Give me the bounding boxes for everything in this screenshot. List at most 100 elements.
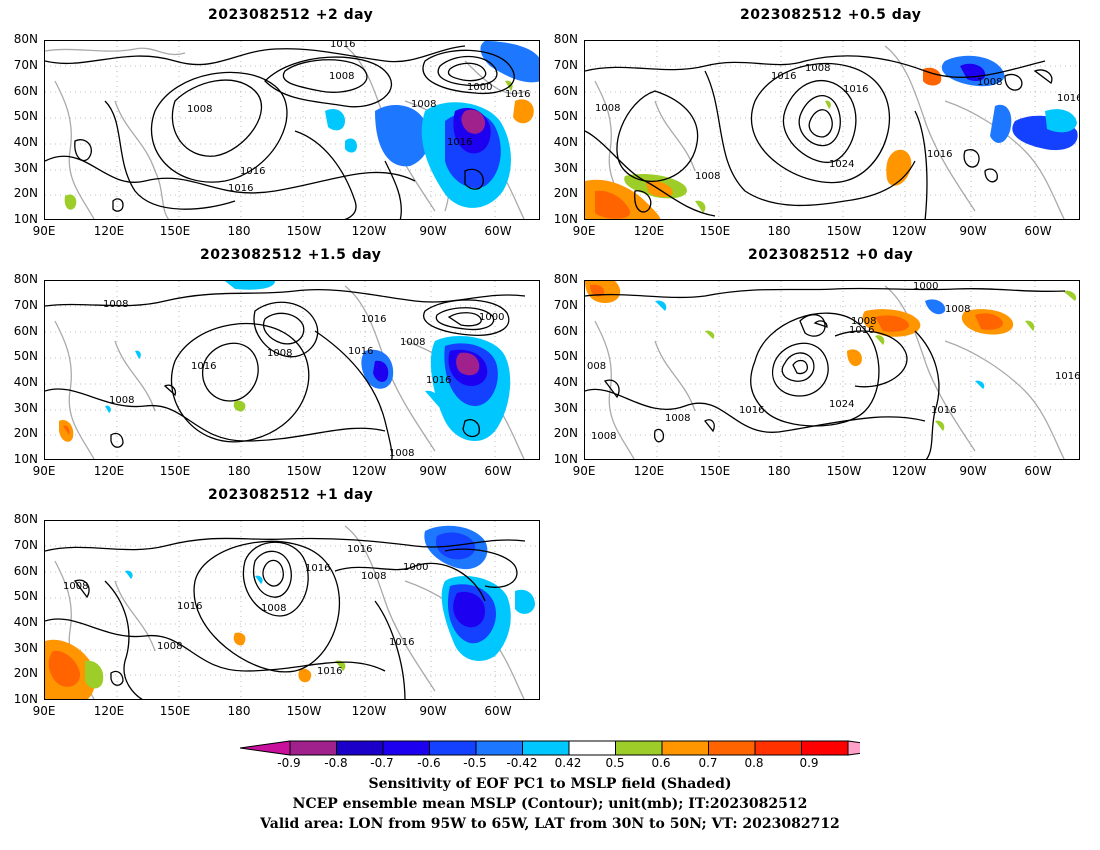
contour-label: 1008	[945, 304, 970, 315]
lon-label: 150W	[826, 464, 862, 478]
contour-label: 1016	[361, 314, 386, 325]
lat-label: 20N	[553, 426, 578, 440]
lat-label: 30N	[13, 161, 38, 175]
lon-label: 120W	[351, 464, 387, 478]
panel-title: 2023082512 +2 day	[208, 7, 374, 23]
map-panel-plus0day: 1000 1008 1008 1016 008 1016 1024 1016 1…	[584, 280, 1080, 460]
lat-label: 20N	[13, 186, 38, 200]
lon-label: 120E	[633, 464, 665, 478]
contour-label: 1016	[389, 637, 414, 648]
lon-label: 90E	[572, 224, 596, 238]
colorbar-tick-label: -0.6	[417, 756, 441, 770]
lat-label: 40N	[13, 375, 38, 389]
map-panel-plus0p5day: 1016 1008 1016 1008 1008 1016 1024 1016 …	[584, 40, 1080, 220]
contour-label: 1016	[191, 361, 216, 372]
lon-label: 150E	[159, 224, 191, 238]
lat-label: 40N	[553, 135, 578, 149]
lon-label: 90E	[572, 464, 596, 478]
contour-label: 1008	[591, 431, 616, 442]
contour-label: 1008	[267, 348, 292, 359]
lon-label: 180	[227, 464, 251, 478]
contour-label: 1016	[843, 84, 868, 95]
lon-label: 150W	[286, 224, 322, 238]
lon-label: 120W	[891, 464, 927, 478]
lat-label: 50N	[553, 109, 578, 123]
contour-label: 008	[587, 361, 606, 372]
lon-label: 180	[227, 704, 251, 718]
map-plot: 1000 1008 1008 1016 008 1016 1024 1016 1…	[585, 281, 1080, 459]
lat-label: 10N	[13, 452, 38, 466]
colorbar-swatch	[615, 740, 663, 756]
lon-label: 90E	[32, 464, 56, 478]
lon-label: 150W	[286, 704, 322, 718]
lat-label: 60N	[13, 324, 38, 338]
lat-label: 80N	[13, 272, 38, 286]
lat-label: 10N	[553, 452, 578, 466]
lon-label: 120E	[633, 224, 665, 238]
contour-label: 1016	[447, 137, 472, 148]
colorbar	[240, 740, 860, 756]
lon-label: 90W	[959, 224, 987, 238]
colorbar-tick-label: -0.7	[370, 756, 394, 770]
contour-label: 1024	[829, 399, 854, 410]
lat-label: 80N	[553, 272, 578, 286]
lat-label: 50N	[13, 589, 38, 603]
lon-label: 150E	[699, 224, 731, 238]
lat-label: 60N	[553, 84, 578, 98]
contour-label: 1008	[977, 77, 1002, 88]
map-plot: 1008 1016 1008 1016 1008 1000 1016 1016 …	[45, 281, 539, 459]
lon-label: 120E	[93, 224, 125, 238]
contour-label: 1000	[913, 281, 938, 292]
panel-title: 2023082512 +1.5 day	[200, 247, 382, 263]
colorbar-tick-label: 0.7	[698, 756, 718, 770]
colorbar-high-end	[847, 740, 860, 756]
lon-label: 150E	[699, 464, 731, 478]
contour-label: 1000	[467, 82, 492, 93]
contour-label: 1008	[329, 71, 354, 82]
contour-label: 1016	[348, 346, 373, 357]
contour-label: 1000	[403, 562, 428, 573]
panel-title: 2023082512 +1 day	[208, 487, 374, 503]
lon-label: 60W	[1024, 224, 1052, 238]
contour-label: 1008	[805, 63, 830, 74]
contour-label: 1008	[261, 603, 286, 614]
colorbar-tick-label: 0.6	[651, 756, 671, 770]
map-panel-plus1day: 1016 1016 1008 1000 1016 1008 1008 1016 …	[44, 520, 540, 700]
contour-label: 1008	[695, 171, 720, 182]
contour-label: 1024	[829, 159, 854, 170]
contour-label: 1016	[317, 666, 342, 677]
colorbar-tick-label: -0.9	[277, 756, 301, 770]
lat-label: 30N	[13, 641, 38, 655]
contour-label: 1008	[361, 571, 386, 582]
lon-label: 120W	[891, 224, 927, 238]
lon-label: 60W	[1024, 464, 1052, 478]
colorbar-tick-label: -0.5	[463, 756, 487, 770]
contour-label: 1016	[228, 183, 253, 194]
contour-label: 1008	[109, 395, 134, 406]
lat-label: 30N	[13, 401, 38, 415]
caption-line-1: Sensitivity of EOF PC1 to MSLP field (Sh…	[368, 776, 732, 792]
lat-label: 70N	[13, 538, 38, 552]
colorbar-tick-label: -0.8	[324, 756, 348, 770]
lat-label: 80N	[553, 32, 578, 46]
lon-label: 150E	[159, 704, 191, 718]
colorbar-tick-label: 0.42	[554, 756, 582, 770]
colorbar-swatch	[522, 740, 570, 756]
contour-label: 1016	[931, 405, 956, 416]
lat-label: 50N	[13, 109, 38, 123]
map-plot: 1016 1008 1008 1008 1000 1016 1016 1016 …	[45, 41, 539, 219]
colorbar-tick-label: -0.42	[506, 756, 538, 770]
colorbar-swatch	[801, 740, 849, 756]
colorbar-swatch	[708, 740, 756, 756]
lon-label: 150W	[826, 224, 862, 238]
contour-label: 1008	[389, 448, 414, 459]
colorbar-swatch	[289, 740, 337, 756]
contour-label: 1008	[665, 413, 690, 424]
contour-label: 1016	[330, 41, 355, 50]
lat-label: 70N	[13, 58, 38, 72]
lat-label: 60N	[13, 564, 38, 578]
lat-label: 60N	[13, 84, 38, 98]
map-plot: 1016 1016 1008 1000 1016 1008 1008 1016 …	[45, 521, 539, 699]
lon-label: 60W	[484, 224, 512, 238]
contour-label: 1016	[1055, 371, 1080, 382]
